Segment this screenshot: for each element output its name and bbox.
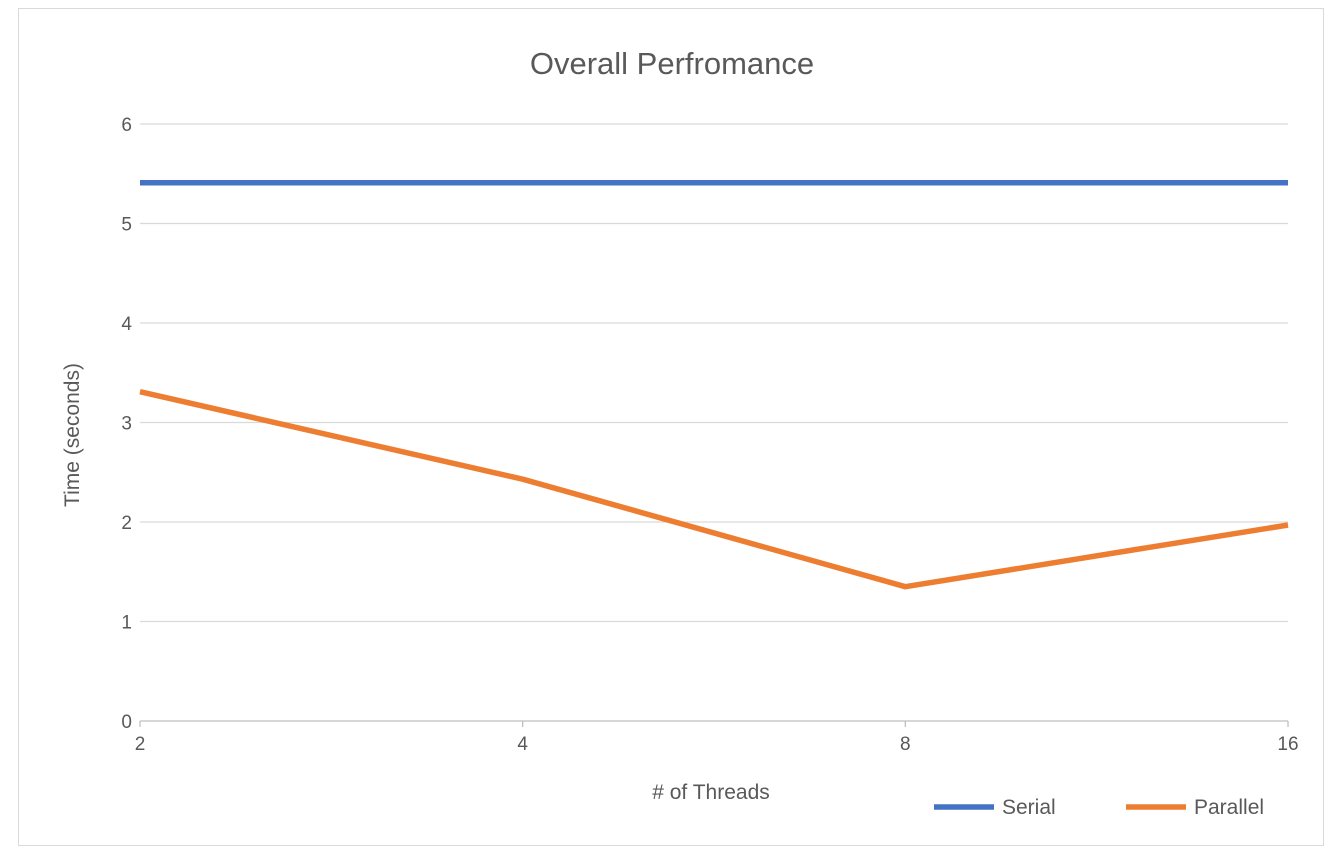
y-tick-label: 6 (121, 115, 132, 136)
y-tick-label: 5 (121, 215, 132, 236)
y-tick-label: 3 (121, 414, 132, 435)
series-layer (139, 179, 1289, 590)
legend-label-serial: Serial (1002, 796, 1056, 819)
y-tick-label: 4 (121, 314, 132, 335)
chart-title: Overall Perfromance (530, 46, 814, 81)
legend-label-parallel: Parallel (1194, 796, 1264, 819)
x-tick-label: 16 (1277, 734, 1298, 755)
y-tick-label: 1 (121, 613, 132, 634)
legend: Serial Parallel (934, 796, 1264, 819)
series-line-parallel (139, 389, 1289, 590)
x-tick-label: 4 (517, 734, 528, 755)
y-tick-label: 2 (121, 513, 132, 534)
x-axis-title: # of Threads (652, 781, 770, 804)
gridlines (140, 123, 1288, 722)
chart-frame (18, 8, 1324, 846)
y-axis-title: Time (seconds) (61, 363, 84, 507)
x-tick-label: 2 (135, 734, 146, 755)
x-tick-label: 8 (900, 734, 911, 755)
x-axis-ticks: 2 4 8 16 (135, 721, 1299, 755)
y-tick-label: 0 (121, 712, 132, 733)
y-axis-ticks: 0 1 2 3 4 5 6 (121, 115, 132, 733)
